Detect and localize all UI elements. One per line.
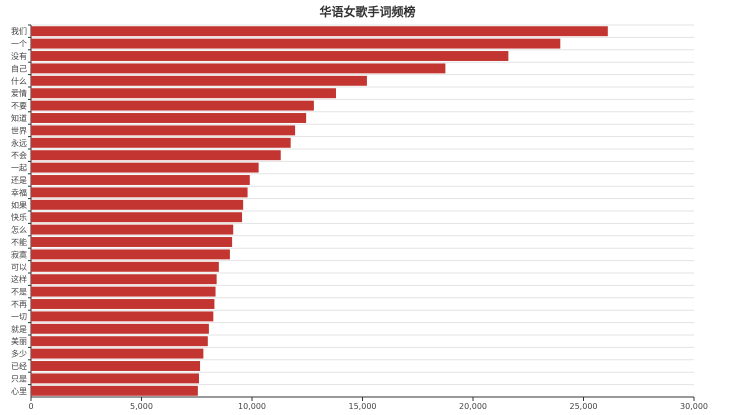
x-tick-label: 10,000 bbox=[238, 402, 266, 411]
x-tick-label: 15,000 bbox=[349, 402, 377, 411]
y-tick-label: 知道 bbox=[11, 113, 27, 123]
y-tick-label: 不再 bbox=[11, 300, 27, 309]
x-tick-label: 20,000 bbox=[459, 402, 487, 411]
y-tick-label: 不要 bbox=[11, 102, 27, 111]
bar bbox=[31, 212, 243, 223]
bar bbox=[31, 51, 509, 61]
bar bbox=[31, 88, 336, 99]
bar bbox=[31, 261, 219, 272]
y-tick-label: 心里 bbox=[11, 387, 27, 396]
y-tick-label: 幸福 bbox=[11, 188, 27, 197]
y-tick-label: 美丽 bbox=[11, 336, 27, 346]
chart-title: 华语女歌手词频榜 bbox=[319, 5, 416, 19]
y-tick-label: 没有 bbox=[11, 51, 27, 61]
bar bbox=[31, 373, 199, 384]
bar bbox=[31, 26, 608, 37]
y-tick-label: 可以 bbox=[11, 263, 27, 272]
bar bbox=[31, 75, 367, 86]
y-tick-label: 就是 bbox=[11, 324, 27, 334]
y-tick-label: 寂寞 bbox=[11, 249, 27, 259]
bar bbox=[31, 137, 291, 148]
y-tick-label: 永远 bbox=[11, 138, 27, 148]
y-tick-label: 不是 bbox=[11, 288, 27, 297]
bar bbox=[31, 224, 234, 235]
y-tick-label: 一个 bbox=[11, 40, 27, 49]
y-tick-label: 一切 bbox=[11, 312, 27, 321]
y-tick-label: 还是 bbox=[11, 175, 27, 185]
y-tick-label: 怎么 bbox=[11, 225, 27, 235]
y-tick-label: 已经 bbox=[11, 361, 27, 371]
x-tick-label: 0 bbox=[28, 402, 33, 411]
y-tick-label: 只是 bbox=[11, 374, 27, 383]
bar bbox=[31, 249, 230, 260]
bar bbox=[31, 175, 250, 185]
bar bbox=[31, 237, 233, 247]
bar bbox=[31, 385, 198, 396]
bar bbox=[31, 323, 209, 334]
y-tick-label: 不会 bbox=[11, 150, 27, 160]
bar bbox=[31, 199, 244, 210]
y-tick-label: 快乐 bbox=[11, 212, 27, 222]
y-tick-label: 爱情 bbox=[11, 88, 27, 98]
bar bbox=[31, 162, 259, 173]
bar bbox=[31, 311, 214, 322]
bar bbox=[31, 100, 314, 111]
bar bbox=[31, 113, 307, 123]
bar bbox=[31, 361, 201, 371]
bar bbox=[31, 336, 208, 347]
bar bbox=[31, 274, 217, 285]
x-tick-label: 30,000 bbox=[680, 402, 708, 411]
bar bbox=[31, 150, 281, 161]
bar bbox=[31, 125, 296, 136]
bar bbox=[31, 63, 446, 74]
y-tick-label: 不能 bbox=[11, 237, 27, 247]
y-tick-label: 如果 bbox=[11, 200, 27, 210]
bar bbox=[31, 348, 204, 359]
y-tick-label: 一起 bbox=[11, 164, 27, 173]
x-tick-label: 5,000 bbox=[130, 402, 153, 411]
y-tick-label: 自己 bbox=[11, 63, 27, 73]
y-tick-label: 多少 bbox=[11, 349, 27, 359]
bar bbox=[31, 38, 561, 49]
bar bbox=[31, 299, 215, 309]
y-tick-label: 我们 bbox=[11, 26, 27, 36]
bar bbox=[31, 187, 248, 198]
y-tick-label: 什么 bbox=[11, 76, 27, 86]
y-tick-label: 世界 bbox=[11, 125, 27, 135]
y-tick-label: 这样 bbox=[11, 274, 27, 284]
bar bbox=[31, 286, 216, 297]
x-tick-label: 25,000 bbox=[570, 402, 598, 411]
